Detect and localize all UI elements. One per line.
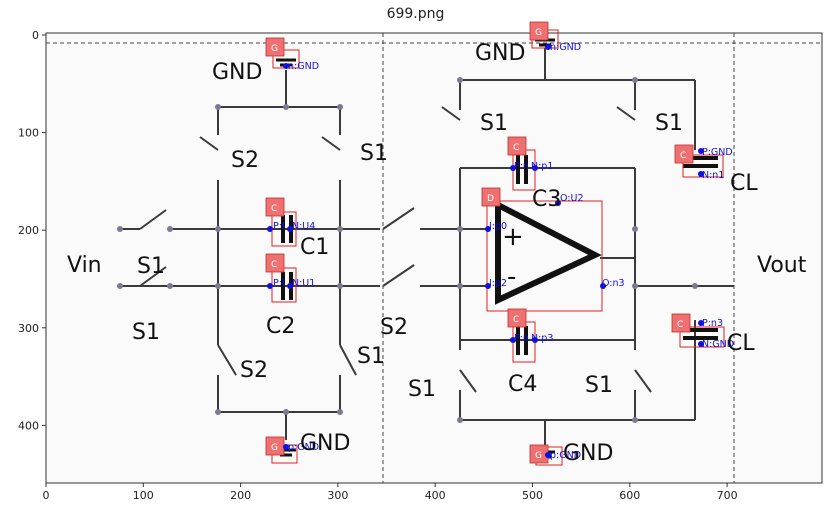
y-axis-ticks: 0 100 200 300 400 [18,29,46,432]
image-title: 699.png [386,6,445,22]
y-tick-label: 200 [18,224,39,237]
pin-c3-n: N:p1 [531,161,553,172]
x-axis-ticks: 0 100 200 300 400 500 600 700 [43,483,738,502]
pin-c2-p: P:I [273,278,285,289]
x-tick-label: 300 [327,489,348,502]
label-s1-upper-right-b: S1 [655,111,683,136]
c3-tag: C [513,143,519,153]
c4-tag: C [513,315,519,325]
pin-c1-p: P:I [273,221,285,232]
x-tick-label: 600 [619,489,640,502]
pin-op-out: O:n3 [602,278,625,289]
label-c2: C2 [266,314,295,339]
pin-c4-n: N:p3 [531,333,553,344]
c2-tag: C [271,260,277,270]
pin-cl1-p: P:GND [702,147,733,158]
c1-tag: C [271,204,277,214]
label-vout: Vout [757,253,807,278]
g4-tag: G [535,451,542,461]
cl1-tag: C [680,151,686,161]
label-cl-bottom: CL [727,331,755,356]
label-gnd-bottom-left: GND [300,431,350,456]
x-tick-label: 400 [425,489,446,502]
right-wiring [382,48,734,445]
label-s1-upper-right-a: S1 [480,111,508,136]
label-cl-top: CL [730,171,758,196]
junction-dots [117,77,698,423]
pin-op-out-top: O:U2 [560,193,584,204]
x-tick-label: 200 [230,489,251,502]
pin-c4-p: P:n [514,333,529,344]
label-s1-lower-mid: S1 [357,344,385,369]
label-c1: C1 [300,235,329,260]
pin-cl2-n: N:GND [702,339,734,350]
y-tick-label: 0 [32,29,39,42]
label-minus: - [507,262,516,292]
left-wiring [120,70,380,440]
pin-c1-n: N:U4 [292,221,315,232]
label-s2-upper-left: S2 [231,148,259,173]
label-c4: C4 [508,372,537,397]
y-tick-label: 100 [18,127,39,140]
g2-tag: G [535,28,542,38]
opamp-tag: D [487,194,494,204]
pin-g4-n: p:GND [550,450,581,461]
pin-c2-n: N:U1 [292,278,315,289]
pin-c3-p: P:n [514,161,529,172]
opamp-triangle [495,200,602,305]
label-vin: Vin [67,253,102,278]
capacitor-plates [281,155,718,355]
label-gnd-top-right: GND [475,41,525,66]
label-s1-lower-right-a: S1 [408,377,436,402]
x-tick-label: 500 [522,489,543,502]
x-tick-label: 100 [133,489,154,502]
label-s1-upper-left: S1 [360,141,388,166]
label-s2-mid: S2 [380,315,408,340]
y-tick-label: 400 [18,419,39,432]
pin-cl2-p: P:n3 [702,318,723,329]
label-s2-lower-left: S2 [240,358,268,383]
x-tick-label: 700 [717,489,738,502]
g3-tag: G [271,443,278,453]
pin-op-in-minus: I:p2 [489,278,507,289]
pin-g2-n: n:GND [550,42,581,53]
g1-tag: G [271,44,278,54]
pin-op-in-plus: I:p0 [489,221,507,232]
pin-g1-n: n:GND [288,61,319,72]
plot-frame [45,32,823,484]
label-gnd-bottom-right: GND [563,441,613,466]
y-tick-label: 300 [18,322,39,335]
pin-cl1-n: N:n1 [702,170,724,181]
cl2-tag: C [677,320,683,330]
label-s1-input: S1 [137,254,165,279]
label-gnd-top-left: GND [212,60,262,85]
class-tags [265,21,694,464]
x-tick-label: 0 [43,489,50,502]
label-s1-lower-left: S1 [132,320,160,345]
label-s1-lower-right-b: S1 [585,373,613,398]
pin-dots [267,44,704,458]
label-c3: C3 [532,187,561,212]
label-plus: + [502,222,524,252]
pin-g3-n: p:GND [288,442,319,453]
